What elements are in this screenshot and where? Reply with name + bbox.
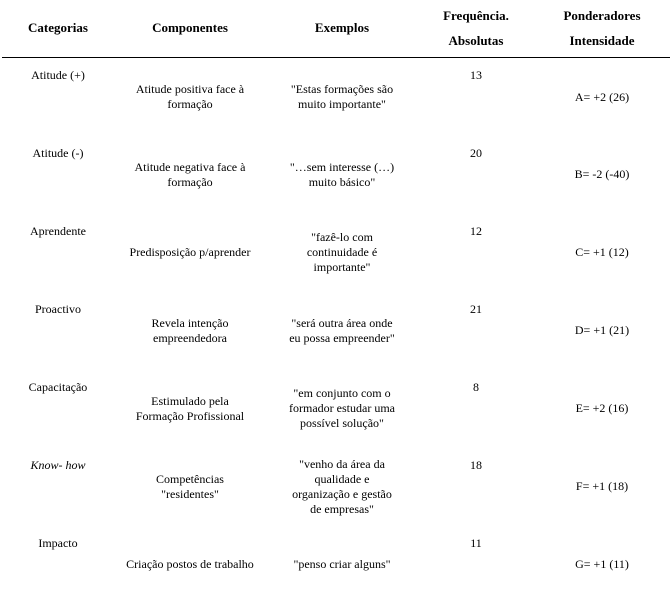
table-row: Aprendente Predisposição p/aprender "fazê-… [2,214,670,292]
exemplos-line: muito básico" [272,175,412,190]
exemplos-line: muito importante" [272,97,412,112]
cell-categoria: Proactivo [2,292,114,370]
cell-componentes: Revela intençãoempreendedora [114,292,266,370]
exemplos-line: qualidade e [272,472,412,487]
componentes-line: empreendedora [120,331,260,346]
categoria-label: Capacitação [29,380,88,394]
exemplos-line: "venho da área da [272,457,412,472]
cell-componentes: Atitude negativa face àformação [114,136,266,214]
table-row: Capacitação Estimulado pelaFormação Profi… [2,370,670,448]
componentes-line: Atitude positiva face à [120,82,260,97]
exemplos-line: "fazê-lo com [272,230,412,245]
header-pond-line2: Intensidade [540,29,664,54]
componentes-line: Competências [120,472,260,487]
exemplos-line: "em conjunto com o [272,386,412,401]
cell-categoria: Aprendente [2,214,114,292]
exemplos-line: de empresas" [272,502,412,517]
cell-categoria: Know- how [2,448,114,526]
cell-ponderadores: G= +1 (11) [534,526,670,604]
cell-exemplos: "…sem interesse (…)muito básico" [266,136,418,214]
table-body: Atitude (+)Atitude positiva face àformaç… [2,58,670,604]
cell-componentes: Estimulado pelaFormação Profissional [114,370,266,448]
cell-ponderadores: C= +1 (12) [534,214,670,292]
cell-frequencia: 13 [418,58,534,136]
componentes-line: formação [120,175,260,190]
cell-ponderadores: B= -2 (-40) [534,136,670,214]
table-row: ProactivoRevela intençãoempreendedora"se… [2,292,670,370]
cell-frequencia: 20 [418,136,534,214]
header-freq-line2: Absolutas [424,29,528,54]
categoria-label: Atitude (-) [33,146,84,160]
table-row: Atitude (-) Atitude negativa face àformaç… [2,136,670,214]
cell-categoria: Impacto [2,526,114,604]
exemplos-line: organização e gestão [272,487,412,502]
cell-frequencia: 21 [418,292,534,370]
exemplos-line: possível solução" [272,416,412,431]
componentes-line: Criação postos de trabalho [120,557,260,572]
header-pond-line1: Ponderadores [540,4,664,29]
exemplos-line: "Estas formações são [272,82,412,97]
header-freq-line1: Frequência. [424,4,528,29]
categoria-label: Know- how [30,458,85,472]
cell-frequencia: 12 [418,214,534,292]
categoria-label: Atitude (+) [31,68,85,82]
table-row: Know- howCompetências"residentes""venho … [2,448,670,526]
table-row: Impacto Criação postos de trabalho "penso … [2,526,670,604]
cell-frequencia: 8 [418,370,534,448]
cell-categoria: Atitude (-) [2,136,114,214]
componentes-line: "residentes" [120,487,260,502]
cell-categoria: Capacitação [2,370,114,448]
cell-exemplos: "será outra área ondeeu possa empreender… [266,292,418,370]
cell-categoria: Atitude (+) [2,58,114,136]
cell-ponderadores: E= +2 (16) [534,370,670,448]
componentes-line: formação [120,97,260,112]
cell-componentes: Predisposição p/aprender [114,214,266,292]
cell-exemplos: "em conjunto com oformador estudar umapo… [266,370,418,448]
exemplos-line: "será outra área onde [272,316,412,331]
cell-componentes: Atitude positiva face àformação [114,58,266,136]
componentes-line: Atitude negativa face à [120,160,260,175]
componentes-line: Predisposição p/aprender [120,245,260,260]
exemplos-line: "penso criar alguns" [272,557,412,572]
header-categorias: Categorias [2,0,114,58]
exemplos-line: "…sem interesse (…) [272,160,412,175]
cell-ponderadores: F= +1 (18) [534,448,670,526]
exemplos-line: eu possa empreender" [272,331,412,346]
cell-exemplos: "fazê-lo comcontinuidade éimportante" [266,214,418,292]
categoria-label: Aprendente [30,224,86,238]
cell-exemplos: "Estas formações sãomuito importante" [266,58,418,136]
cell-frequencia: 18 [418,448,534,526]
componentes-line: Revela intenção [120,316,260,331]
header-row: Categorias Componentes Exemplos Frequênc… [2,0,670,58]
cell-exemplos: "venho da área daqualidade eorganização … [266,448,418,526]
componentes-line: Formação Profissional [120,409,260,424]
header-componentes: Componentes [114,0,266,58]
header-exemplos: Exemplos [266,0,418,58]
componentes-line: Estimulado pela [120,394,260,409]
cell-componentes: Criação postos de trabalho [114,526,266,604]
categoria-label: Impacto [38,536,77,550]
cell-frequencia: 11 [418,526,534,604]
header-frequencia: Frequência. Absolutas [418,0,534,58]
cell-componentes: Competências"residentes" [114,448,266,526]
cell-exemplos: "penso criar alguns" [266,526,418,604]
table-row: Atitude (+) Atitude positiva face àformaç… [2,58,670,136]
header-ponderadores: Ponderadores Intensidade [534,0,670,58]
cell-ponderadores: D= +1 (21) [534,292,670,370]
exemplos-line: formador estudar uma [272,401,412,416]
exemplos-line: continuidade é [272,245,412,260]
categoria-label: Proactivo [35,302,81,316]
exemplos-line: importante" [272,260,412,275]
analysis-table: Categorias Componentes Exemplos Frequênc… [2,0,670,604]
cell-ponderadores: A= +2 (26) [534,58,670,136]
